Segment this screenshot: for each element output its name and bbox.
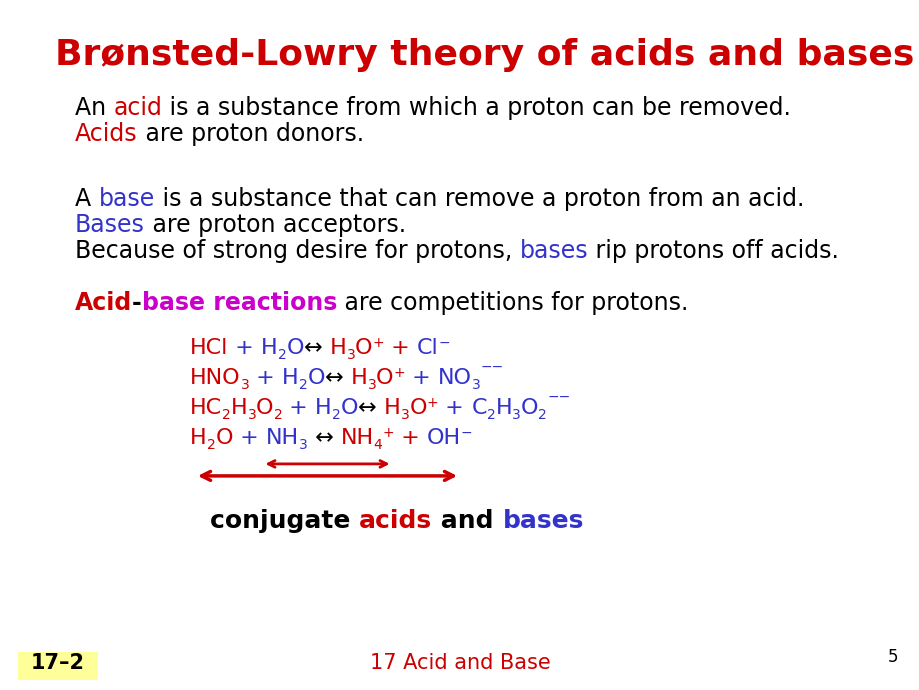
Text: H: H: [377, 398, 400, 418]
Text: H: H: [282, 368, 299, 388]
Text: H: H: [323, 338, 346, 358]
Text: H: H: [495, 398, 512, 418]
Text: are competitions for protons.: are competitions for protons.: [337, 291, 688, 315]
Text: +: +: [228, 338, 261, 358]
Text: NO: NO: [437, 368, 471, 388]
Text: An: An: [75, 96, 114, 120]
Text: base reactions: base reactions: [142, 291, 337, 315]
Text: 3: 3: [512, 408, 520, 422]
Text: H: H: [231, 398, 247, 418]
Text: O: O: [520, 398, 538, 418]
Text: 3: 3: [247, 408, 256, 422]
Text: bases: bases: [519, 239, 588, 263]
Text: H: H: [190, 428, 207, 448]
Text: −: −: [438, 336, 450, 351]
Text: O: O: [307, 368, 324, 388]
Text: +: +: [233, 428, 266, 448]
Text: 3: 3: [299, 438, 307, 452]
Text: +: +: [372, 336, 384, 351]
Text: ↔: ↔: [307, 428, 340, 448]
Text: ↔: ↔: [304, 338, 323, 358]
Text: +: +: [393, 428, 426, 448]
Text: is a substance that can remove a proton from an acid.: is a substance that can remove a proton …: [154, 187, 803, 211]
Text: 2: 2: [299, 378, 307, 392]
Text: 3: 3: [367, 378, 376, 392]
Text: bases: bases: [502, 509, 584, 533]
Text: 17 Acid and Base: 17 Acid and Base: [369, 653, 550, 673]
Text: O: O: [215, 428, 233, 448]
Text: 2: 2: [274, 408, 282, 422]
Text: +: +: [393, 366, 405, 380]
Text: +: +: [438, 398, 471, 418]
Text: are proton acceptors.: are proton acceptors.: [144, 213, 405, 237]
Text: 3: 3: [346, 348, 355, 362]
Text: H: H: [315, 398, 332, 418]
Text: O: O: [409, 398, 426, 418]
Text: acids: acids: [358, 509, 432, 533]
Text: +: +: [382, 426, 393, 440]
Text: H: H: [261, 338, 278, 358]
Text: −−: −−: [547, 390, 570, 404]
Text: HC: HC: [190, 398, 221, 418]
Text: conjugate: conjugate: [210, 509, 358, 533]
Text: −: −: [460, 426, 472, 440]
Text: A: A: [75, 187, 98, 211]
Text: O: O: [256, 398, 274, 418]
Text: are proton donors.: are proton donors.: [138, 122, 363, 146]
Text: 2: 2: [538, 408, 547, 422]
Text: Because of strong desire for protons,: Because of strong desire for protons,: [75, 239, 519, 263]
Text: base: base: [98, 187, 154, 211]
Text: +: +: [384, 338, 417, 358]
Text: 3: 3: [400, 408, 409, 422]
Text: ↔: ↔: [357, 398, 377, 418]
Text: -: -: [132, 291, 142, 315]
Text: 2: 2: [221, 408, 231, 422]
Text: 3: 3: [241, 378, 249, 392]
Text: ↔: ↔: [324, 368, 344, 388]
Text: 2: 2: [278, 348, 287, 362]
Text: 5: 5: [887, 648, 897, 666]
FancyBboxPatch shape: [18, 652, 98, 680]
Text: 2: 2: [486, 408, 495, 422]
Text: 3: 3: [471, 378, 481, 392]
Text: O: O: [340, 398, 357, 418]
Text: Brønsted-Lowry theory of acids and bases: Brønsted-Lowry theory of acids and bases: [55, 38, 913, 72]
Text: Acid: Acid: [75, 291, 132, 315]
Text: +: +: [426, 396, 438, 410]
Text: O: O: [287, 338, 304, 358]
Text: Bases: Bases: [75, 213, 144, 237]
Text: NH: NH: [266, 428, 299, 448]
Text: 2: 2: [207, 438, 215, 452]
Text: HNO: HNO: [190, 368, 241, 388]
Text: is a substance from which a proton can be removed.: is a substance from which a proton can b…: [163, 96, 790, 120]
Text: O: O: [376, 368, 393, 388]
Text: 17–2: 17–2: [31, 653, 85, 673]
Text: Cl: Cl: [417, 338, 438, 358]
Text: −−: −−: [481, 360, 504, 374]
Text: +: +: [282, 398, 315, 418]
Text: NH: NH: [340, 428, 373, 448]
Text: Acids: Acids: [75, 122, 138, 146]
Text: +: +: [249, 368, 282, 388]
Text: acid: acid: [114, 96, 163, 120]
Text: 4: 4: [373, 438, 382, 452]
Text: +: +: [405, 368, 437, 388]
Text: and: and: [432, 509, 502, 533]
Text: C: C: [471, 398, 486, 418]
Text: HCl: HCl: [190, 338, 228, 358]
Text: 2: 2: [332, 408, 340, 422]
Text: OH: OH: [426, 428, 460, 448]
Text: rip protons off acids.: rip protons off acids.: [588, 239, 838, 263]
Text: H: H: [344, 368, 367, 388]
Text: O: O: [355, 338, 372, 358]
